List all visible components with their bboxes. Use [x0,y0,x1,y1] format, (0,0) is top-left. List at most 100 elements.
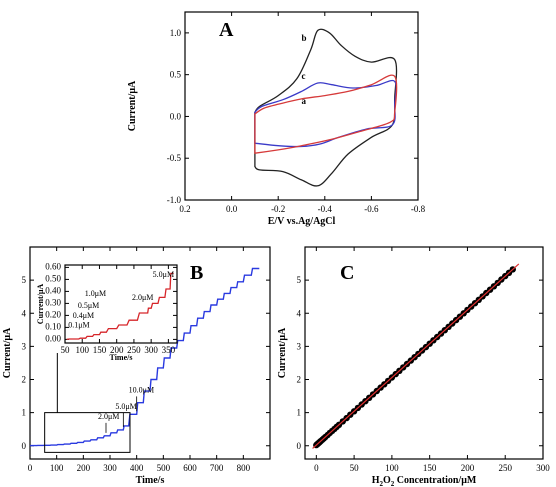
panel-c-y-tick-label: 1 [297,408,302,418]
panel-c-x-axis-label: H2O2 Concentration/μM [372,475,477,487]
panel-a-x-tick-label: 0.0 [226,204,238,214]
panel-a-y-tick-label: 1.0 [170,28,182,38]
panel-a-curve-label-a: a [302,96,307,106]
panel-c-frame [304,246,544,460]
panel-b-y-tick-label: 3 [22,341,27,351]
panel-b-series [29,267,260,447]
panel-b-zoom-box [44,412,131,453]
panel-b-inset-annotation-1: 0.4μM [73,311,94,320]
panel-a-y-tick-label: 0.0 [170,111,182,121]
panel-a-x-tick-label: 0.2 [179,204,190,214]
panel-c-y-tick-label: 2 [297,375,302,385]
panel-a-y-tick-label: -0.5 [167,153,182,163]
panel-b-ticks: 0 100 200 300 400 500 600 700 800 0 1 2 3 4 5 [22,247,270,473]
panel-c-y-tick-label: 3 [297,341,302,351]
panel-b-inset-annotation-2: 0.5μM [78,301,99,310]
panel-b-inset-y-tick-label: 0.00 [45,334,61,344]
panel-a-x-tick-label: -0.8 [411,204,426,214]
panel-b-inset-y-tick-label: 0.10 [45,322,61,332]
panel-b-inset-x-tick-label: 200 [110,345,124,355]
panel-a-ticks: 0.2 0.0 -0.2 -0.4 -0.6 -0.8 -1.0 -0.5 0.0 0.5 1.0 [167,12,426,214]
panel-a-y-tick-label: -1.0 [167,195,182,205]
panel-b-x-axis-label: Time/s [136,475,165,486]
panel-c-ticks: 0 50 100 150 200 250 300 0 1 2 3 4 5 [297,247,550,473]
panel-b-x-tick-label: 500 [157,463,171,473]
panel-b-inset-annotation-3: 1.0μM [85,289,106,298]
panel-b-inset: 50 100 150 200 250 300 350 0.00 0.10 0.20 0.30 0.40… [36,262,178,362]
panel-b-inset-annotation-5: 5.0μM [153,270,174,279]
panel-a-chart: 0.2 0.0 -0.2 -0.4 -0.6 -0.8-1.0-0.50.00.51.0 … [127,11,426,227]
panel-b-x-tick-label: 600 [183,463,197,473]
panel-b-x-tick-label: 300 [103,463,117,473]
panel-a-y-axis-label: Current/μA [127,80,138,131]
panel-b-inset-x-tick-label: 150 [93,345,107,355]
panel-b-y-tick-label: 2 [22,375,27,385]
x-label-rest: Concentration/μM [394,475,477,486]
panel-c-y-tick-label: 0 [297,441,302,451]
panel-a-curve-label-b: b [302,33,307,43]
panel-b-inset-y-tick-label: 0.20 [45,310,61,320]
panel-b-inset-x-tick-label: 300 [144,345,158,355]
panel-b-inset-y-axis-label: Current/μA [36,284,45,325]
panel-b-frame [29,246,271,460]
panel-b-inset-y-tick-label: 0.50 [45,274,61,284]
panel-b-inset-x-tick-label: 350 [162,345,176,355]
panel-b-x-tick-label: 100 [50,463,64,473]
panel-b-x-tick-label: 400 [130,463,144,473]
x-label-o: O [383,475,391,486]
panel-c-x-tick-label: 250 [498,463,512,473]
panel-b-annotation-0: 10.0μM [129,385,154,394]
panel-c-y-axis-label: Current/μA [277,327,288,378]
panel-c-x-tick-label: 150 [423,463,437,473]
panel-b-trace [29,267,260,447]
panel-a-curve-b [254,28,398,187]
panel-a-y-tick-label: 0.5 [170,70,182,80]
panel-b-annotation-2: 2.0μM [98,412,119,421]
panel-b-inset-x-tick-label: 250 [127,345,141,355]
panel-b-x-tick-label: 800 [237,463,251,473]
panel-b-letter: B [190,262,203,284]
panel-b-y-tick-label: 5 [22,275,27,285]
panel-a-curve-a [254,74,398,154]
panel-b-inset-frame [64,264,178,344]
x-label-h: H [372,475,380,486]
panel-b-inset-series [66,272,174,341]
panel-c-y-tick-label: 5 [297,275,302,285]
panel-b-x-tick-label: 700 [210,463,224,473]
panel-b-chart: 0 100 200 300 400 500 600 700 800 0 1 2 3 4 5 10.0μM 5.… [2,246,271,486]
panel-b-inset-y-tick-label: 0.60 [45,262,61,272]
panel-a-curve-label-c: c [302,71,306,81]
panel-b-inset-annotation-0: 0.1μM [68,320,89,329]
panel-b-inset-x-axis-label: Time/s [110,353,133,362]
panel-b-inset-ticks: 50 100 150 200 250 300 350 0.00 0.10 0.20 0.30 0.40… [45,262,177,355]
panel-a-x-tick-label: -0.6 [364,204,379,214]
panel-c-y-tick-label: 4 [297,308,302,318]
panel-b-inset-trace [66,272,174,341]
panel-a-curve-c [254,79,397,148]
panel-c-x-tick-label: 200 [461,463,475,473]
panel-b-inset-x-tick-label: 100 [75,345,89,355]
panel-c-x-tick-label: 100 [385,463,399,473]
panel-b-y-tick-label: 0 [22,441,27,451]
panel-a-letter: A [219,19,234,41]
panel-a-x-axis-label: E/V vs.Ag/AgCl [268,216,336,227]
panel-b-inset-y-tick-label: 0.30 [45,298,61,308]
panel-a-series: b c a [254,28,398,187]
panel-b-y-tick-label: 4 [22,308,27,318]
panel-c-x-tick-label: 0 [314,463,319,473]
panel-b-x-tick-label: 0 [28,463,33,473]
panel-c-letter: C [340,262,354,284]
panel-a-x-tick-label: -0.2 [271,204,285,214]
panel-b-inset-x-tick-label: 50 [61,345,71,355]
panel-c-x-tick-label: 50 [350,463,360,473]
panel-b-inset-annotation-4: 2.0μM [132,293,153,302]
panel-c-fit-line [312,263,520,449]
x-label-sub-2: 2 [391,480,395,487]
panel-b-y-axis-label: Current/μA [2,327,13,378]
x-label-sub-1: 2 [379,480,383,487]
panel-b-annotation-1: 5.0μM [115,402,136,411]
panel-b-inset-y-tick-label: 0.40 [45,286,61,296]
